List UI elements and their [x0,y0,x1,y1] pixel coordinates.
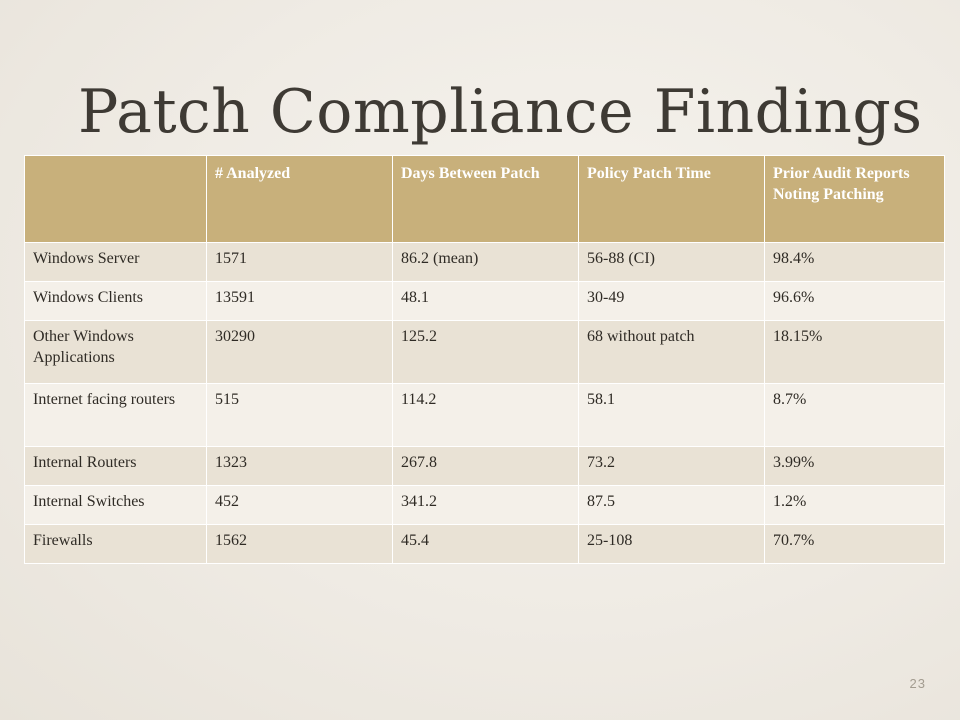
row-label: Other Windows Applications [24,320,207,384]
cell-prior-audit: 8.7% [764,383,945,447]
table-row: Windows Clients 13591 48.1 30-49 96.6% [24,281,945,321]
cell-analyzed: 452 [206,485,393,525]
cell-analyzed: 30290 [206,320,393,384]
cell-days-between-patch: 341.2 [392,485,579,525]
header-cell-prior-audit-reports: Prior Audit Reports Noting Patching [764,155,945,243]
cell-analyzed: 13591 [206,281,393,321]
findings-table: # Analyzed Days Between Patch Policy Pat… [24,155,945,564]
cell-days-between-patch: 267.8 [392,446,579,486]
table-row: Windows Server 1571 86.2 (mean) 56-88 (C… [24,242,945,282]
cell-days-between-patch: 86.2 (mean) [392,242,579,282]
cell-prior-audit: 98.4% [764,242,945,282]
cell-days-between-patch: 125.2 [392,320,579,384]
row-label: Internal Routers [24,446,207,486]
cell-policy-patch-time: 87.5 [578,485,765,525]
cell-prior-audit: 96.6% [764,281,945,321]
cell-days-between-patch: 48.1 [392,281,579,321]
cell-policy-patch-time: 25-108 [578,524,765,564]
header-cell-days-between-patch: Days Between Patch [392,155,579,243]
cell-analyzed: 1571 [206,242,393,282]
row-label: Windows Clients [24,281,207,321]
cell-policy-patch-time: 58.1 [578,383,765,447]
cell-policy-patch-time: 56-88 (CI) [578,242,765,282]
cell-days-between-patch: 45.4 [392,524,579,564]
row-label: Windows Server [24,242,207,282]
cell-prior-audit: 70.7% [764,524,945,564]
table-row: Internal Switches 452 341.2 87.5 1.2% [24,485,945,525]
table-row: Internet facing routers 515 114.2 58.1 8… [24,383,945,447]
cell-analyzed: 1562 [206,524,393,564]
cell-analyzed: 515 [206,383,393,447]
page-number: 23 [909,676,926,691]
table-row: Internal Routers 1323 267.8 73.2 3.99% [24,446,945,486]
table-row: Other Windows Applications 30290 125.2 6… [24,320,945,384]
row-label: Internet facing routers [24,383,207,447]
cell-analyzed: 1323 [206,446,393,486]
row-label: Firewalls [24,524,207,564]
row-label: Internal Switches [24,485,207,525]
cell-policy-patch-time: 30-49 [578,281,765,321]
header-cell-policy-patch-time: Policy Patch Time [578,155,765,243]
cell-prior-audit: 18.15% [764,320,945,384]
header-cell-blank [24,155,207,243]
cell-prior-audit: 1.2% [764,485,945,525]
cell-prior-audit: 3.99% [764,446,945,486]
cell-policy-patch-time: 68 without patch [578,320,765,384]
slide-title: Patch Compliance Findings [78,77,923,147]
cell-policy-patch-time: 73.2 [578,446,765,486]
header-cell-analyzed: # Analyzed [206,155,393,243]
table-row: Firewalls 1562 45.4 25-108 70.7% [24,524,945,564]
table-header-row: # Analyzed Days Between Patch Policy Pat… [24,155,945,243]
cell-days-between-patch: 114.2 [392,383,579,447]
